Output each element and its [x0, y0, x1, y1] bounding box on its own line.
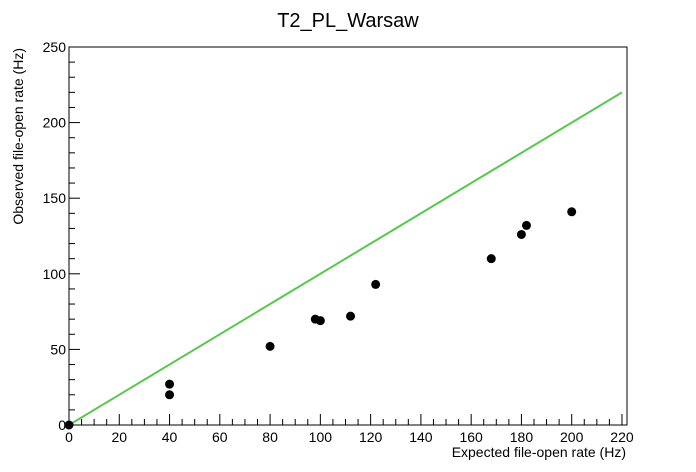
y-tick-label: 50 [50, 341, 66, 357]
x-tick-label: 160 [459, 429, 483, 445]
data-point [516, 229, 526, 239]
x-tick-label: 200 [560, 429, 584, 445]
reference-line [68, 91, 623, 426]
plot-frame [68, 46, 628, 426]
data-point [486, 254, 496, 264]
x-tick-label: 140 [409, 429, 433, 445]
x-tick-label: 180 [510, 429, 534, 445]
data-point [521, 220, 531, 230]
data-point [346, 311, 356, 321]
x-axis-label: Expected file-open rate (Hz) [452, 444, 626, 460]
data-point [567, 207, 577, 217]
data-point [371, 279, 381, 289]
y-axis-ticks [69, 46, 80, 426]
data-points [64, 207, 577, 430]
y-tick-label: 200 [43, 115, 67, 131]
data-point [165, 379, 175, 389]
x-tick-label: 20 [111, 429, 127, 445]
x-axis-tick-labels: 0 20 40 60 80 100 120 140 160 180 200 220 [65, 429, 634, 445]
chart-title: T2_PL_Warsaw [277, 10, 419, 32]
x-tick-label: 60 [212, 429, 228, 445]
data-point [165, 390, 175, 400]
x-tick-label: 40 [162, 429, 178, 445]
x-axis-ticks [68, 414, 623, 425]
x-tick-label: 80 [262, 429, 278, 445]
y-tick-label: 250 [43, 39, 67, 55]
y-tick-label: 0 [58, 417, 66, 433]
x-tick-label: 120 [359, 429, 383, 445]
data-point [64, 420, 74, 430]
data-point [315, 316, 325, 326]
y-axis-tick-labels: 0 50 100 150 200 250 [43, 39, 67, 433]
y-tick-label: 100 [43, 266, 67, 282]
x-tick-label: 100 [309, 429, 333, 445]
x-tick-label: 220 [610, 429, 634, 445]
y-axis-label: Observed file-open rate (Hz) [10, 48, 26, 225]
y-tick-label: 150 [43, 190, 67, 206]
x-tick-label: 0 [65, 429, 73, 445]
data-point [265, 341, 275, 351]
